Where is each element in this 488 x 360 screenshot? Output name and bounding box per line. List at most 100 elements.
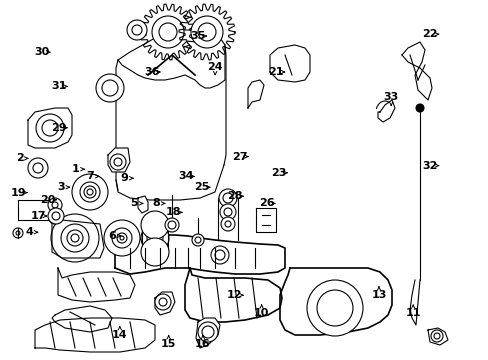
Text: 21: 21 bbox=[268, 67, 284, 77]
Circle shape bbox=[198, 322, 218, 342]
Circle shape bbox=[219, 189, 237, 207]
Circle shape bbox=[80, 182, 100, 202]
Text: 15: 15 bbox=[161, 339, 176, 349]
Text: 23: 23 bbox=[270, 168, 286, 178]
Polygon shape bbox=[28, 108, 72, 148]
Circle shape bbox=[168, 221, 176, 229]
Circle shape bbox=[117, 233, 127, 243]
Circle shape bbox=[87, 189, 93, 195]
Circle shape bbox=[155, 294, 171, 310]
Circle shape bbox=[316, 290, 352, 326]
Circle shape bbox=[33, 163, 43, 173]
Polygon shape bbox=[427, 328, 447, 345]
Polygon shape bbox=[115, 235, 285, 274]
Circle shape bbox=[164, 218, 179, 232]
Text: 32: 32 bbox=[422, 161, 437, 171]
Circle shape bbox=[48, 198, 62, 212]
Text: 20: 20 bbox=[40, 195, 56, 205]
Circle shape bbox=[13, 228, 23, 238]
Circle shape bbox=[84, 186, 96, 198]
Circle shape bbox=[112, 228, 132, 248]
Text: 8: 8 bbox=[152, 198, 160, 208]
Text: 6: 6 bbox=[108, 231, 116, 241]
Circle shape bbox=[114, 158, 122, 166]
Circle shape bbox=[110, 154, 126, 170]
Text: 13: 13 bbox=[370, 290, 386, 300]
Text: 28: 28 bbox=[226, 191, 242, 201]
Polygon shape bbox=[138, 196, 148, 213]
Circle shape bbox=[102, 80, 118, 96]
Text: 5: 5 bbox=[130, 198, 138, 208]
Circle shape bbox=[224, 208, 231, 216]
Circle shape bbox=[159, 23, 177, 41]
Circle shape bbox=[52, 215, 58, 221]
Text: 26: 26 bbox=[258, 198, 274, 208]
Text: 19: 19 bbox=[11, 188, 26, 198]
Text: 22: 22 bbox=[422, 29, 437, 39]
Circle shape bbox=[430, 330, 442, 342]
Text: 2: 2 bbox=[16, 153, 23, 163]
Text: 18: 18 bbox=[165, 207, 181, 217]
Polygon shape bbox=[35, 318, 155, 352]
Polygon shape bbox=[401, 42, 431, 100]
Circle shape bbox=[28, 158, 48, 178]
Text: 29: 29 bbox=[51, 123, 66, 133]
Circle shape bbox=[152, 16, 183, 48]
Circle shape bbox=[415, 104, 423, 112]
Circle shape bbox=[224, 221, 230, 227]
Text: 3: 3 bbox=[57, 182, 65, 192]
Circle shape bbox=[49, 212, 61, 224]
Text: 33: 33 bbox=[383, 92, 398, 102]
Circle shape bbox=[191, 16, 223, 48]
Circle shape bbox=[52, 202, 58, 208]
Text: 4: 4 bbox=[25, 227, 33, 237]
Circle shape bbox=[72, 174, 108, 210]
Circle shape bbox=[48, 208, 64, 224]
Polygon shape bbox=[155, 292, 175, 315]
Circle shape bbox=[16, 231, 20, 235]
Circle shape bbox=[192, 234, 203, 246]
Text: 36: 36 bbox=[143, 67, 159, 77]
Circle shape bbox=[61, 224, 89, 252]
Text: 12: 12 bbox=[226, 290, 242, 300]
Circle shape bbox=[141, 211, 169, 239]
Circle shape bbox=[67, 230, 83, 246]
Text: 30: 30 bbox=[34, 47, 49, 57]
Polygon shape bbox=[142, 225, 168, 252]
Circle shape bbox=[71, 234, 79, 242]
Circle shape bbox=[215, 250, 224, 260]
Circle shape bbox=[36, 114, 64, 142]
Text: 34: 34 bbox=[178, 171, 193, 181]
Polygon shape bbox=[108, 148, 130, 172]
Polygon shape bbox=[280, 268, 391, 335]
Text: 27: 27 bbox=[231, 152, 247, 162]
Circle shape bbox=[42, 120, 58, 136]
Polygon shape bbox=[140, 4, 196, 60]
Polygon shape bbox=[58, 268, 135, 302]
Circle shape bbox=[141, 224, 169, 252]
Circle shape bbox=[104, 220, 140, 256]
Circle shape bbox=[132, 25, 142, 35]
Text: 10: 10 bbox=[253, 308, 269, 318]
Circle shape bbox=[223, 193, 232, 203]
Text: 31: 31 bbox=[51, 81, 66, 91]
Circle shape bbox=[120, 236, 124, 240]
Circle shape bbox=[127, 20, 147, 40]
Polygon shape bbox=[196, 318, 220, 348]
Circle shape bbox=[52, 212, 60, 220]
Polygon shape bbox=[269, 45, 309, 82]
Polygon shape bbox=[184, 268, 282, 322]
Text: 11: 11 bbox=[405, 308, 420, 318]
Circle shape bbox=[210, 246, 228, 264]
Polygon shape bbox=[247, 80, 264, 108]
Text: 16: 16 bbox=[195, 339, 210, 349]
Polygon shape bbox=[377, 100, 394, 122]
Circle shape bbox=[220, 204, 236, 220]
Polygon shape bbox=[256, 208, 275, 232]
Circle shape bbox=[221, 217, 235, 231]
Text: 25: 25 bbox=[193, 182, 209, 192]
Circle shape bbox=[195, 237, 201, 243]
Text: 17: 17 bbox=[30, 211, 46, 221]
Circle shape bbox=[198, 23, 216, 41]
Circle shape bbox=[433, 333, 439, 339]
